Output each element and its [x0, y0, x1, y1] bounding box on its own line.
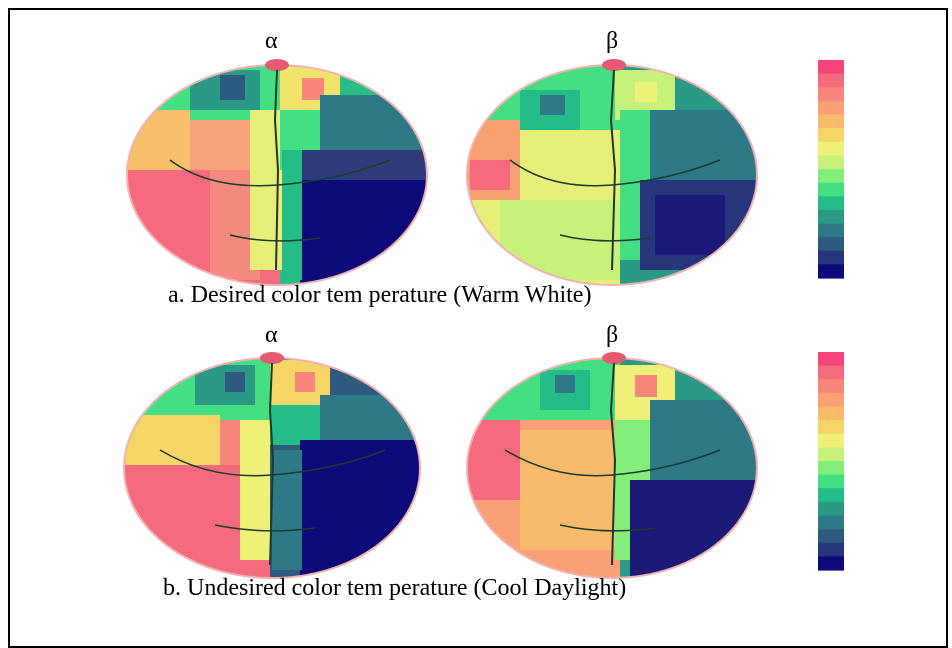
colorbar-segment — [818, 155, 844, 170]
colorbar-segment — [818, 128, 844, 143]
colorbar-segment — [818, 264, 844, 279]
colorbar-segment — [818, 352, 844, 367]
colorbar-segment — [818, 237, 844, 252]
row-a-topomaps — [123, 59, 844, 579]
row-b-alpha-label: α — [265, 322, 278, 348]
colorbar-segment — [818, 209, 844, 225]
colorbar-segment — [818, 250, 844, 265]
row-a-beta-label: β — [606, 28, 619, 54]
topomap-alpha-cool-daylight — [123, 352, 421, 579]
figure-canvas: α β — [8, 8, 948, 648]
colorbar-segment — [818, 529, 844, 544]
row-a-alpha-label: α — [265, 28, 278, 54]
colorbar-row-b — [818, 352, 844, 571]
colorbar-segment — [818, 114, 844, 129]
colorbar-segment — [818, 223, 844, 238]
colorbar-segment — [818, 379, 844, 394]
colorbar-segment — [818, 420, 844, 435]
colorbar-segment — [818, 542, 844, 557]
colorbar-segment — [818, 501, 844, 517]
row-b-beta-label: β — [606, 322, 619, 348]
colorbar-segment — [818, 406, 844, 421]
colorbar-segment — [818, 461, 844, 476]
colorbar-row-a — [818, 60, 844, 279]
colorbar-segment — [818, 556, 844, 571]
colorbar-segment — [818, 182, 844, 197]
topomap-beta-cool-daylight — [466, 352, 758, 579]
topomap-beta-warm-white — [466, 59, 758, 286]
colorbar-segment — [818, 365, 844, 380]
colorbar-segment — [818, 515, 844, 530]
colorbar-segment — [818, 60, 844, 75]
colorbar-segment — [818, 488, 844, 503]
colorbar-segment — [818, 196, 844, 211]
colorbar-segment — [818, 141, 844, 156]
colorbar-segment — [818, 169, 844, 184]
caption-row-a: a. Desired color tem perature (Warm Whit… — [168, 282, 592, 308]
caption-row-b: b. Undesired color tem perature (Cool Da… — [163, 575, 627, 601]
colorbar-segment — [818, 433, 844, 448]
colorbar-segment — [818, 87, 844, 102]
colorbar-segment — [818, 447, 844, 462]
colorbar-segment — [818, 392, 844, 408]
colorbar-segment — [818, 100, 844, 116]
colorbar-segment — [818, 73, 844, 88]
topomap-alpha-warm-white — [126, 59, 428, 286]
colorbar-segment — [818, 474, 844, 489]
